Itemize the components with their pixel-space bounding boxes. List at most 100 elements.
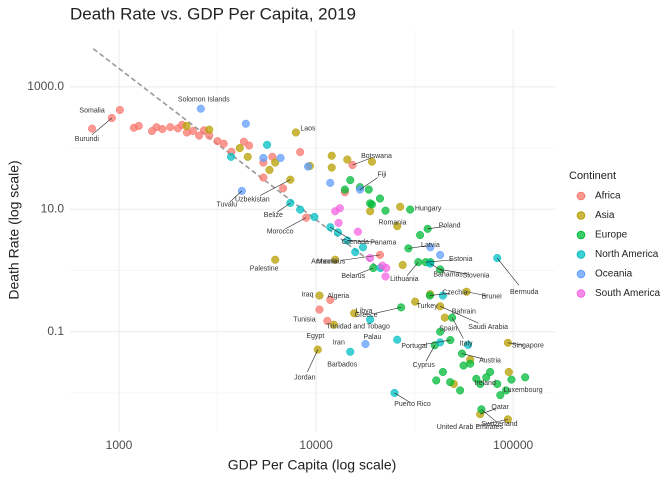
legend-swatch [576,289,586,298]
label-leader [373,307,402,315]
point-label: Algeria [327,293,349,300]
point-label: Laos [300,125,316,132]
point [367,157,376,166]
label-leader [340,254,381,261]
point [367,200,376,209]
point-label: Palestine [250,266,279,273]
point-label: Austria [479,357,501,364]
point-label: Italy [460,340,473,347]
y-tick-label: 1000.0 [27,79,64,93]
point [310,212,319,222]
point-label: Singapore [512,343,544,350]
point [426,243,435,252]
point-label: Brunei [481,294,502,301]
point-label: Romania [379,220,407,227]
y-tick-label: 0.1 [47,324,64,338]
point [432,376,441,385]
point [466,359,475,368]
point [521,373,530,382]
point [411,297,420,306]
point-label: Portugal [401,343,428,350]
label-leader [507,342,524,346]
point-label: Tunisia [293,316,315,323]
point [440,313,449,322]
point [326,178,335,187]
label-leader [259,179,291,196]
point [382,263,391,273]
labels: Somalia Burundi Botswana Morocco Tunisia Alge… [75,97,544,432]
point-label: Czechia [442,289,467,296]
point [241,119,250,128]
point [326,295,335,305]
point [381,206,390,215]
label-leader [480,408,497,415]
point [393,335,402,344]
point-label: Bahrain [452,308,476,315]
point [327,163,336,172]
point [366,253,375,263]
point-label: Belarus [341,273,365,280]
label-leader [357,267,374,275]
point [343,155,352,164]
point [446,378,455,387]
point-label: Luxembourg [504,387,543,394]
point [358,243,368,252]
point-label: Poland [439,223,461,230]
point [463,340,473,349]
point [296,148,305,157]
point-label: Turkey [417,303,439,310]
point [327,151,336,160]
point-label: Trinidad and Tobago [326,323,390,330]
point [219,139,228,148]
point [504,367,513,377]
legend-label: South America [595,288,660,299]
grid [70,30,555,432]
point [271,255,280,264]
point [323,316,332,325]
point-label: Armenia [311,259,337,266]
point-label: Fiji [378,171,387,178]
point [259,173,268,182]
point [276,153,285,163]
legend-swatch [576,211,586,220]
point [406,205,415,214]
point [456,386,465,395]
legend-swatch [576,250,586,259]
label-leader [406,261,419,276]
point-label: Grenada [342,239,369,246]
point-label: Lithuania [390,276,419,283]
label-leader [408,245,427,249]
legend-label: Africa [595,191,621,202]
point [243,152,252,161]
legend-title: Continent [569,170,616,182]
point-label: Ireland [474,380,496,387]
point [166,123,175,132]
point-label: Egypt [306,333,324,340]
point [88,124,97,133]
point-label: Saudi Arabia [468,324,508,331]
point [446,336,455,345]
point [397,303,406,312]
label-leader [427,226,446,230]
point-label: Qatar [491,404,509,411]
y-tick-label: 10.0 [41,201,65,215]
point [265,165,274,174]
label-leader [347,240,377,243]
point [182,121,191,131]
point [493,379,502,389]
point-label: Switzerland [481,421,517,428]
point-label: Spain [439,326,457,333]
point [351,248,360,257]
point [476,379,485,389]
point-label: Puerto Rico [394,401,431,408]
point [296,205,305,214]
legend-swatch [576,191,586,201]
point [361,339,370,349]
point [158,124,167,134]
label-leader [481,409,497,422]
point-label: Slovenia [463,272,490,279]
label-leader [429,292,450,296]
point-label: Solomon Islands [178,97,230,104]
label-leader [451,317,464,339]
